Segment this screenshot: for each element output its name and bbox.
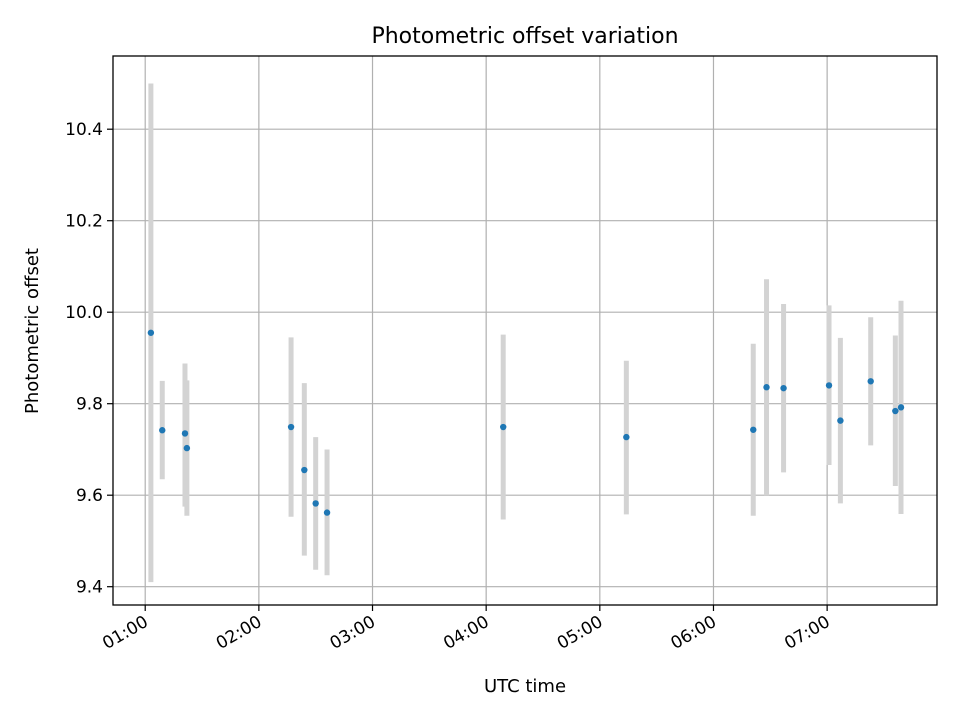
x-tick-label: 06:00: [668, 612, 720, 654]
x-tick-label: 03:00: [327, 612, 379, 654]
y-tick-label: 10.4: [65, 120, 103, 140]
data-point: [181, 430, 189, 437]
x-tick-label: 01:00: [99, 612, 151, 654]
y-axis-label: Photometric offset: [22, 248, 43, 414]
data-point: [750, 426, 757, 433]
data-point: [825, 382, 833, 389]
x-tick-label: 07:00: [781, 612, 833, 654]
data-point: [892, 407, 899, 415]
data-point: [780, 384, 787, 392]
data-point: [867, 378, 874, 385]
x-tick-label: 02:00: [213, 612, 265, 654]
data-points: [147, 329, 905, 516]
y-tick-label: 9.4: [76, 578, 103, 598]
data-point: [763, 384, 770, 391]
y-tick-label: 9.8: [76, 395, 103, 415]
grid: [113, 56, 937, 605]
y-tick-label: 10.0: [65, 303, 103, 323]
y-tick-label: 9.6: [76, 486, 103, 506]
error-bars: [148, 83, 904, 583]
chart-title: Photometric offset variation: [371, 24, 678, 49]
y-tick-label: 10.2: [65, 212, 103, 232]
data-point: [287, 423, 295, 431]
data-point: [312, 500, 319, 507]
data-point: [301, 466, 308, 474]
x-tick-label: 04:00: [440, 612, 492, 654]
data-point: [897, 404, 905, 411]
data-point: [183, 444, 191, 452]
data-point: [323, 509, 331, 516]
data-point: [159, 427, 166, 434]
data-point: [623, 433, 630, 441]
data-point: [147, 329, 155, 336]
x-axis-ticks: 01:00 02:00 03:00 04:00 05:00 06:00 07:00: [99, 605, 834, 654]
data-point: [500, 423, 507, 431]
plot-frame: [112, 55, 938, 606]
y-axis-ticks: 9.4 9.6 9.8 10.0 10.2 10.4: [65, 120, 113, 598]
data-point: [837, 417, 844, 424]
x-tick-label: 05:00: [554, 612, 606, 654]
x-axis-label: UTC time: [484, 676, 566, 697]
